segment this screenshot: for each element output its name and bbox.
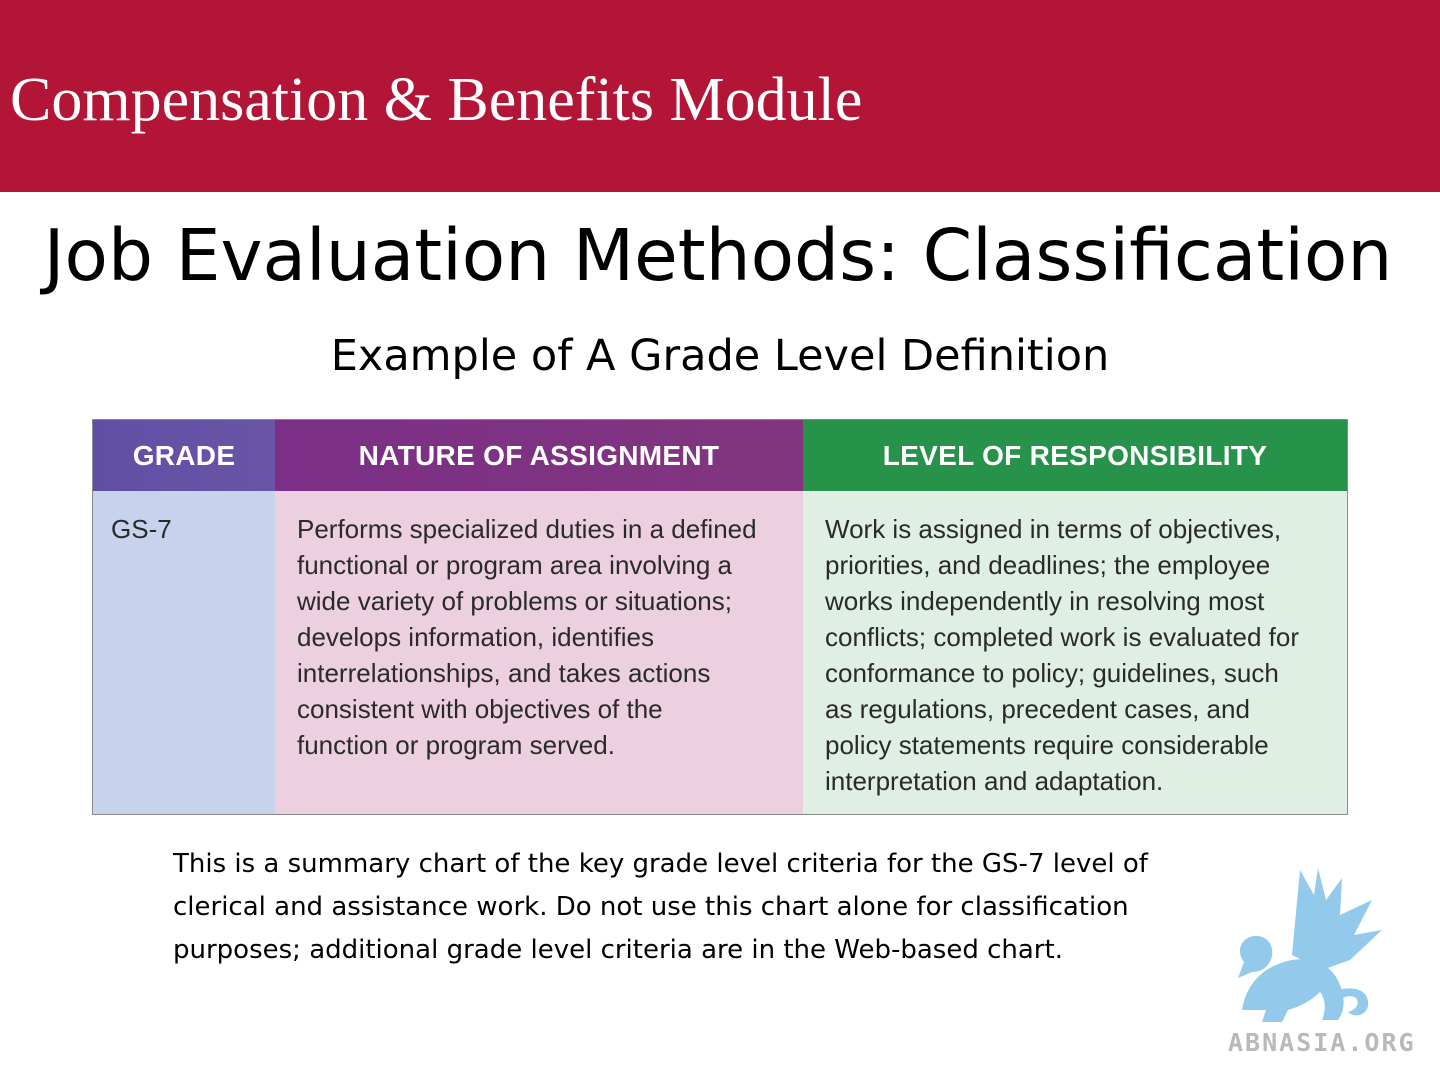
nature-line: interrelationships, and takes actions xyxy=(297,658,711,688)
table-row: GS-7 Performs specialized duties in a de… xyxy=(93,491,1347,814)
caption-line: clerical and assistance work. Do not use… xyxy=(173,892,1129,922)
nature-line: wide variety of problems or situations; xyxy=(297,586,732,616)
header-level-of-responsibility: LEVEL OF RESPONSIBILITY xyxy=(803,420,1347,491)
level-line: policy statements require considerable xyxy=(825,730,1269,760)
level-line: as regulations, precedent cases, and xyxy=(825,694,1250,724)
nature-line: functional or program area involving a xyxy=(297,550,733,580)
header-nature-of-assignment: NATURE OF ASSIGNMENT xyxy=(275,420,803,491)
nature-of-assignment-cell: Performs specialized duties in a defined… xyxy=(275,491,803,814)
grade-cell: GS-7 xyxy=(93,491,275,814)
grade-level-table: GRADE NATURE OF ASSIGNMENT LEVEL OF RESP… xyxy=(92,419,1348,815)
caption-line: This is a summary chart of the key grade… xyxy=(173,849,1148,879)
nature-line: function or program served. xyxy=(297,730,615,760)
nature-line: consistent with objectives of the xyxy=(297,694,663,724)
header-grade: GRADE xyxy=(93,420,275,491)
griffin-logo-icon xyxy=(1238,868,1382,1022)
header-banner: Compensation & Benefits Module xyxy=(0,0,1440,192)
level-line: Work is assigned in terms of objectives, xyxy=(825,514,1282,544)
level-line: works independently in resolving most xyxy=(825,586,1265,616)
module-title: Compensation & Benefits Module xyxy=(10,66,863,134)
level-line: interpretation and adaptation. xyxy=(825,766,1164,796)
level-of-responsibility-cell: Work is assigned in terms of objectives,… xyxy=(803,491,1347,814)
table-caption: This is a summary chart of the key grade… xyxy=(173,843,1263,972)
slide-subtitle: Example of A Grade Level Definition xyxy=(330,331,1110,381)
table-header-row: GRADE NATURE OF ASSIGNMENT LEVEL OF RESP… xyxy=(93,420,1347,491)
grade-value: GS-7 xyxy=(111,514,172,544)
nature-line: Performs specialized duties in a defined xyxy=(297,514,757,544)
slide-title: Job Evaluation Methods: Classification xyxy=(43,214,1393,297)
level-line: conformance to policy; guidelines, such xyxy=(825,658,1279,688)
nature-line: develops information, identifies xyxy=(297,622,654,652)
caption-line: purposes; additional grade level criteri… xyxy=(173,935,1063,965)
level-line: conflicts; completed work is evaluated f… xyxy=(825,622,1299,652)
level-line: priorities, and deadlines; the employee xyxy=(825,550,1271,580)
watermark-text: ABNASIA.ORG xyxy=(1228,1028,1416,1057)
